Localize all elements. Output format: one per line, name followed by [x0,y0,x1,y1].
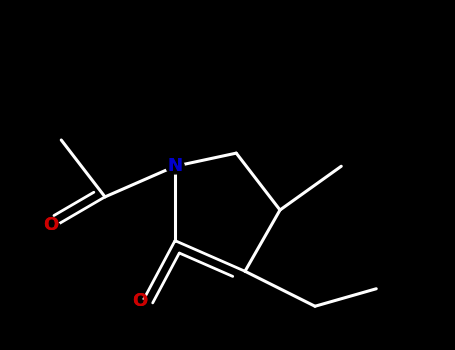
Text: O: O [132,292,147,310]
Ellipse shape [45,221,61,234]
Text: O: O [43,216,58,234]
Text: N: N [167,157,182,175]
Text: O: O [132,292,147,310]
Ellipse shape [166,159,184,174]
Text: O: O [43,216,58,234]
Ellipse shape [132,300,148,313]
Text: N: N [167,157,182,175]
